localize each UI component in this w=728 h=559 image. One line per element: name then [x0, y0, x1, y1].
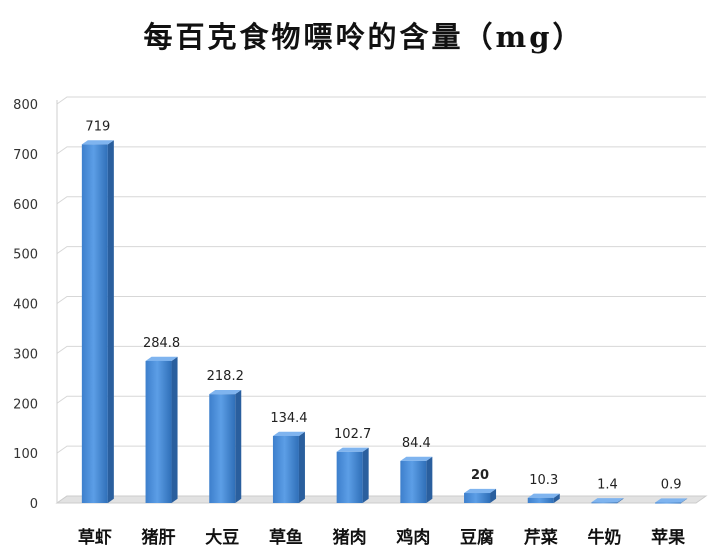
- gridline: [56, 345, 706, 354]
- y-tick-label: 800: [13, 98, 38, 113]
- gridline: [56, 146, 706, 155]
- bar-value-label: 0.9: [661, 478, 682, 493]
- bar: [464, 488, 497, 503]
- x-category-label: 牛奶: [587, 527, 621, 548]
- bar: [400, 456, 433, 503]
- x-category-label: 豆腐: [460, 527, 494, 548]
- x-category-label: 大豆: [205, 527, 239, 548]
- chart-title: 每百克食物嘌呤的含量（mg）: [143, 20, 585, 54]
- gridline: [56, 395, 706, 404]
- y-tick-label: 200: [13, 397, 38, 412]
- x-category-label: 芹菜: [524, 527, 559, 548]
- x-category-label: 猪肉: [333, 527, 367, 548]
- bar: [591, 498, 624, 504]
- bar: [209, 389, 242, 503]
- gridline: [56, 96, 706, 105]
- bar: [336, 447, 369, 503]
- y-tick-label: 400: [13, 298, 38, 313]
- bar-value-label: 1.4: [597, 477, 618, 492]
- bar-value-label: 719: [85, 119, 110, 134]
- bar-value-label: 134.4: [270, 411, 307, 426]
- y-tick-label: 600: [13, 198, 38, 213]
- y-tick-label: 0: [30, 497, 38, 512]
- x-category-label: 草鱼: [269, 527, 303, 548]
- bar-value-label: 102.7: [334, 427, 371, 442]
- gridline: [56, 196, 706, 205]
- y-tick-label: 700: [13, 148, 38, 163]
- gridline: [56, 296, 706, 304]
- bar: [655, 498, 688, 504]
- bar: [272, 431, 305, 503]
- y-tick-label: 500: [13, 248, 38, 263]
- x-category-label: 猪肝: [142, 527, 176, 548]
- gridline: [56, 246, 706, 255]
- bar-value-label: 218.2: [207, 369, 244, 384]
- x-category-label: 苹果: [651, 527, 685, 548]
- x-category-label: 鸡肉: [395, 527, 430, 548]
- bar-value-label: 20: [471, 468, 489, 483]
- bar-value-label: 284.8: [143, 336, 180, 351]
- y-tick-label: 100: [13, 447, 38, 462]
- bar-value-label: 84.4: [402, 436, 431, 451]
- bar: [527, 493, 560, 503]
- gridline: [56, 445, 706, 454]
- bar-value-label: 10.3: [529, 473, 558, 488]
- x-category-label: 草虾: [78, 528, 112, 548]
- bar: [145, 356, 178, 503]
- y-tick-label: 300: [13, 347, 38, 362]
- bar: [81, 140, 114, 504]
